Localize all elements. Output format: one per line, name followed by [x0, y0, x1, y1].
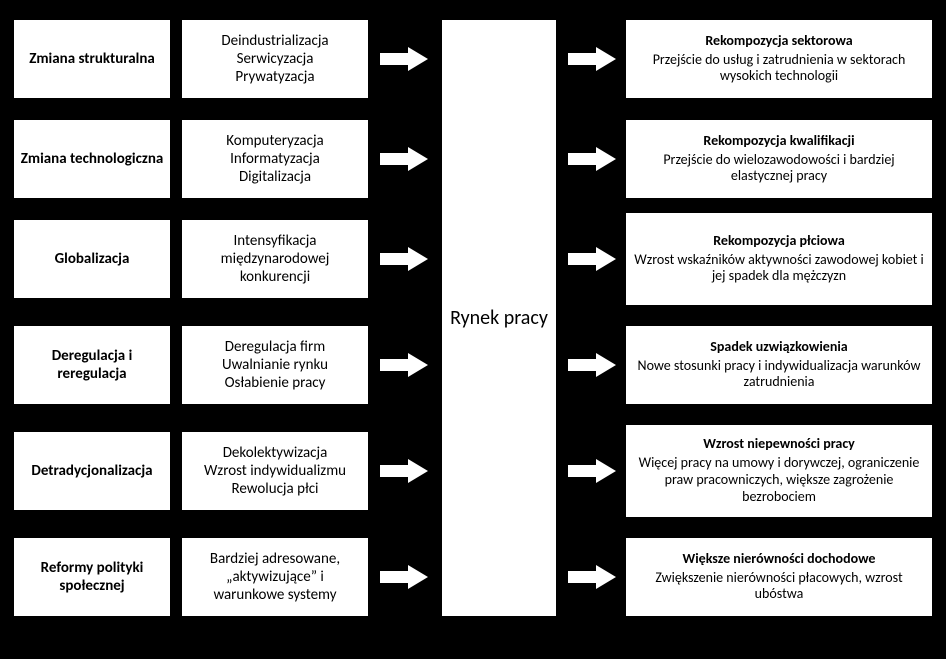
driver-box-4: Detradycjonalizacja	[12, 430, 172, 512]
outcome-title: Rekompozycja płciowa	[713, 233, 844, 250]
arrow-right-icon	[380, 459, 428, 483]
outcome-desc: Przejście do usług i zatrudnienia w sekt…	[632, 52, 926, 86]
arrow-right-icon	[380, 247, 428, 271]
detail-line: Deindustrializacja	[221, 32, 328, 50]
detail-box-4: DekolektywizacjaWzrost indywidualizmuRew…	[180, 430, 370, 512]
outcome-title: Rekompozycja kwalifikacji	[703, 133, 854, 150]
arrow-right-icon	[380, 353, 428, 377]
outcome-desc: Przejście do wielozawodowości i bardziej…	[632, 152, 926, 186]
arrow-right-icon	[380, 147, 428, 171]
outcome-box-2: Rekompozycja płciowa Wzrost wskaźników ak…	[624, 211, 934, 307]
center-box-labor-market: Rynek pracy	[440, 18, 558, 618]
detail-line: Digitalizacja	[239, 168, 311, 186]
detail-box-0: DeindustrializacjaSerwicyzacjaPrywatyzac…	[180, 18, 370, 100]
detail-line: Dekolektywizacja	[223, 444, 328, 462]
driver-label: Deregulacja i reregulacja	[20, 347, 164, 383]
driver-label: Zmiana technologiczna	[21, 150, 164, 168]
detail-line: Intensyfikacja	[234, 232, 317, 250]
detail-line: Prywatyzacja	[235, 68, 314, 86]
outcome-box-0: Rekompozycja sektorowa Przejście do usług…	[624, 18, 934, 100]
outcome-box-5: Większe nierówności dochodowe Zwiększenie…	[624, 536, 934, 618]
arrow-right-icon	[568, 353, 616, 377]
outcome-title: Większe nierówności dochodowe	[683, 551, 876, 568]
arrow-right-icon	[568, 565, 616, 589]
detail-line: Uwalnianie rynku	[222, 356, 328, 374]
detail-line: Rewolucja płci	[232, 480, 319, 498]
detail-line: konkurencji	[240, 268, 310, 286]
outcome-desc: Nowe stosunki pracy i indywidualizacja w…	[632, 358, 926, 392]
detail-box-3: Deregulacja firmUwalnianie rynkuOsłabien…	[180, 324, 370, 406]
driver-box-5: Reformy polityki społecznej	[12, 536, 172, 618]
driver-box-0: Zmiana strukturalna	[12, 18, 172, 100]
arrow-right-icon	[568, 459, 616, 483]
driver-label: Zmiana strukturalna	[29, 50, 155, 68]
driver-label: Globalizacja	[55, 250, 130, 268]
detail-box-5: Bardziej adresowane,„aktywizujące” iwaru…	[180, 536, 370, 618]
arrow-right-icon	[568, 147, 616, 171]
detail-line: Osłabienie pracy	[225, 374, 326, 392]
detail-line: warunkowe systemy	[213, 586, 336, 604]
arrow-right-icon	[380, 565, 428, 589]
driver-box-1: Zmiana technologiczna	[12, 118, 172, 200]
detail-line: międzynarodowej	[221, 250, 330, 268]
detail-box-1: KomputeryzacjaInformatyzacjaDigitalizacj…	[180, 118, 370, 200]
driver-label: Reformy polityki społecznej	[20, 559, 164, 595]
diagram-container: Rynek pracy Zmiana strukturalna Deindustr…	[0, 0, 946, 659]
driver-box-2: Globalizacja	[12, 218, 172, 300]
driver-box-3: Deregulacja i reregulacja	[12, 324, 172, 406]
outcome-box-4: Wzrost niepewności pracy Więcej pracy na …	[624, 423, 934, 519]
detail-line: „aktywizujące” i	[226, 568, 324, 586]
outcome-title: Spadek uzwiązkowienia	[710, 339, 847, 356]
outcome-desc: Wzrost wskaźników aktywności zawodowej k…	[632, 252, 926, 286]
arrow-right-icon	[380, 47, 428, 71]
outcome-title: Wzrost niepewności pracy	[703, 436, 855, 453]
detail-box-2: Intensyfikacjamiędzynarodowejkonkurencji	[180, 218, 370, 300]
arrow-right-icon	[568, 47, 616, 71]
detail-line: Serwicyzacja	[237, 50, 314, 68]
detail-line: Deregulacja firm	[225, 338, 325, 356]
detail-line: Komputeryzacja	[226, 132, 323, 150]
detail-line: Informatyzacja	[230, 150, 320, 168]
outcome-box-3: Spadek uzwiązkowienia Nowe stosunki pracy…	[624, 324, 934, 406]
outcome-desc: Więcej pracy na umowy i dorywczej, ogran…	[632, 455, 926, 505]
arrow-right-icon	[568, 247, 616, 271]
center-label: Rynek pracy	[450, 305, 548, 331]
outcome-title: Rekompozycja sektorowa	[705, 33, 852, 50]
outcome-box-1: Rekompozycja kwalifikacji Przejście do wi…	[624, 118, 934, 200]
detail-line: Bardziej adresowane,	[210, 550, 340, 568]
detail-line: Wzrost indywidualizmu	[204, 462, 346, 480]
driver-label: Detradycjonalizacja	[31, 462, 152, 480]
outcome-desc: Zwiększenie nierówności płacowych, wzros…	[632, 570, 926, 604]
